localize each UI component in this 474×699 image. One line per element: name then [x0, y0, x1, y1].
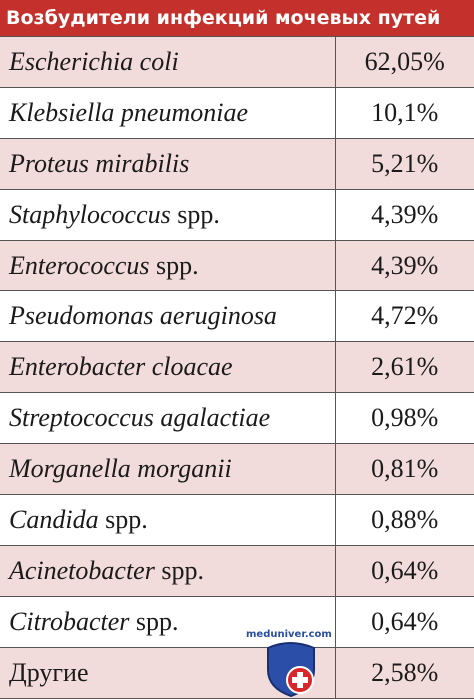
share-cell: 4,72% [334, 290, 474, 343]
organism-cell: Enterococcus spp. [0, 239, 336, 292]
organism-qualifier: spp. [156, 250, 199, 280]
organism-cell: Streptococcus agalactiae [0, 392, 336, 445]
organism-name: Streptococcus agalactiae [9, 403, 271, 433]
table-body: Escherichia coli 62,05% Klebsiella pneumon… [0, 36, 474, 699]
share-cell: 10,1% [334, 86, 474, 139]
table-row: Enterococcus spp. 4,39% [0, 239, 474, 292]
organism-qualifier: spp. [105, 504, 148, 534]
organism-cell: Klebsiella pneumoniae [0, 86, 336, 139]
organism-qualifier: spp. [177, 199, 220, 229]
share-cell: 0,88% [334, 494, 474, 546]
logo [267, 642, 315, 698]
organism-cell: Candida spp. [0, 494, 336, 546]
table-row: Pseudomonas aeruginosa 4,72% [0, 290, 474, 343]
organism-name: Acinetobacter [9, 555, 155, 585]
organism-name: Pseudomonas aeruginosa [9, 301, 277, 331]
organism-qualifier: spp. [135, 606, 179, 636]
organism-name: Escherichia coli [9, 46, 179, 76]
organism-name: Citrobacter [9, 606, 130, 636]
share-cell: 0,64% [334, 544, 474, 597]
table-row: Acinetobacter spp. 0,64% [0, 544, 474, 597]
share-cell: 5,21% [334, 137, 474, 190]
organism-cell: Proteus mirabilis [0, 137, 336, 190]
share-cell: 4,39% [334, 239, 474, 292]
organism-cell: Acinetobacter spp. [0, 544, 336, 597]
table-row: Enterobacter cloacae 2,61% [0, 341, 474, 394]
share-cell: 0,64% [334, 595, 474, 648]
table-title: Возбудители инфекций мочевых путей [0, 0, 474, 36]
share-cell: 0,81% [334, 443, 474, 496]
organism-name: Morganella morganii [9, 454, 232, 484]
organism-cell: Staphylococcus spp. [0, 188, 336, 241]
table: Escherichia coli 62,05% Klebsiella pneumon… [0, 36, 474, 699]
organism-name: Candida [9, 504, 99, 534]
organism-name: Enterococcus [9, 250, 150, 280]
organism-name: Klebsiella pneumoniae [9, 97, 249, 127]
table-row: Escherichia coli 62,05% [0, 36, 474, 88]
share-cell: 4,39% [334, 188, 474, 241]
organism-cell: Enterobacter cloacae [0, 341, 336, 394]
table-row: Klebsiella pneumoniae 10,1% [0, 86, 474, 139]
share-cell: 2,61% [334, 341, 474, 394]
organism-other: Другие [9, 657, 89, 687]
organism-qualifier: spp. [161, 555, 204, 585]
table-row: Staphylococcus spp. 4,39% [0, 188, 474, 241]
watermark: meduniver.com [246, 629, 332, 640]
organism-name: Enterobacter cloacae [9, 352, 233, 382]
table-row: Morganella morganii 0,81% [0, 443, 474, 496]
table-row: Proteus mirabilis 5,21% [0, 137, 474, 190]
organism-name: Staphylococcus [9, 199, 171, 229]
share-cell: 0,98% [334, 392, 474, 445]
table-row: Streptococcus agalactiae 0,98% [0, 392, 474, 445]
table-row: Другие 2,58% [0, 646, 474, 699]
table-row: Candida spp. 0,88% [0, 494, 474, 546]
share-cell: 62,05% [334, 36, 474, 88]
organism-cell: Escherichia coli [0, 36, 336, 88]
organism-cell: Morganella morganii [0, 443, 336, 496]
share-cell: 2,58% [334, 646, 474, 699]
table-row: Citrobacter spp. 0,64% [0, 595, 474, 648]
organism-cell: Pseudomonas aeruginosa [0, 290, 336, 343]
organism-cell: Citrobacter spp. [0, 595, 336, 648]
organism-name: Proteus mirabilis [9, 148, 190, 178]
